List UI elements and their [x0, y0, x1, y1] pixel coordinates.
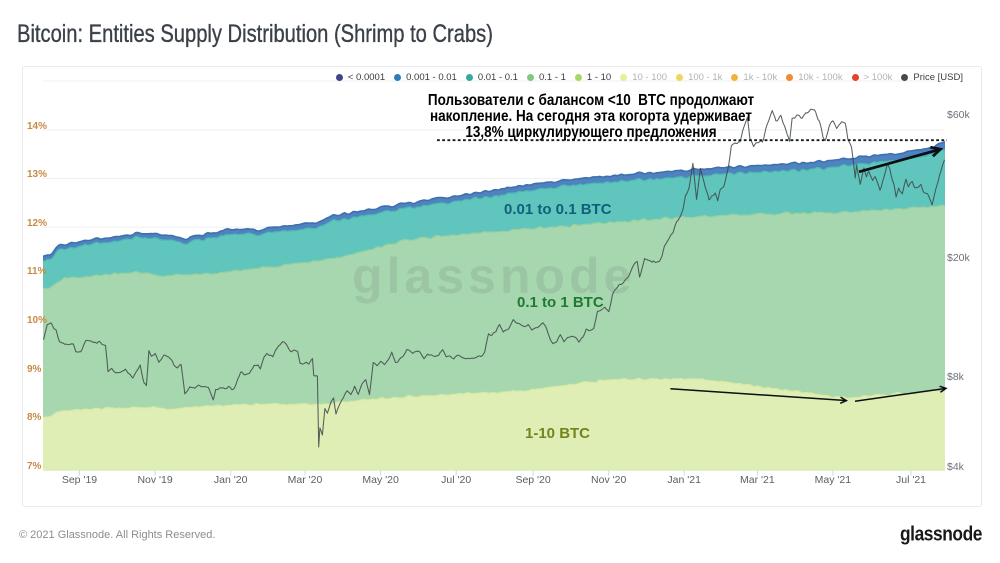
- svg-text:glassnode: glassnode: [900, 523, 982, 546]
